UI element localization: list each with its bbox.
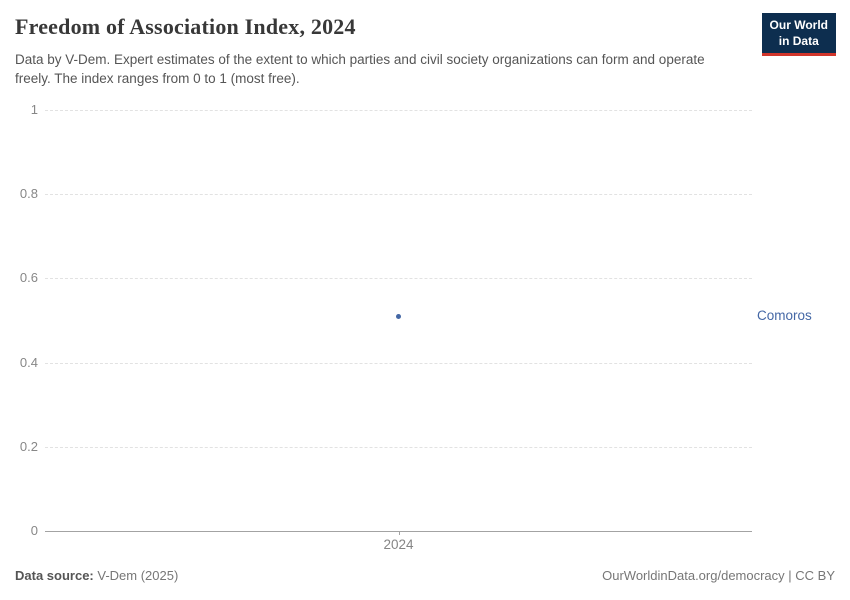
data-point-comoros[interactable] [396, 313, 401, 319]
y-axis-tick-label: 0 [30, 523, 38, 538]
entity-label-comoros[interactable]: Comoros [757, 308, 812, 324]
gridline-0.2 [45, 446, 752, 448]
page-title: Freedom of Association Index, 2024 [15, 14, 356, 39]
y-axis-tick-label: 0.4 [19, 354, 38, 370]
y-axis-tick-label: 0.6 [19, 270, 38, 286]
gridline-0.8 [45, 194, 752, 196]
y-axis-tick-label: 1 [30, 102, 38, 117]
y-axis-tick-label: 0.8 [19, 186, 38, 202]
y-axis: 0 0.2 0.4 0.6 0.8 1 [0, 102, 38, 538]
footer-source-label: Data source: [15, 568, 94, 583]
footer-source-value: V-Dem (2025) [97, 568, 179, 583]
chart-footer: Data source: V-Dem (2025) OurWorldinData… [15, 568, 835, 583]
owid-logo[interactable]: Our World in Data [761, 13, 836, 57]
footer-license-link[interactable]: OurWorldinData.org/democracy | CC BY [602, 568, 835, 583]
plot-area: 2024 [45, 110, 752, 552]
x-axis-tick [398, 531, 400, 535]
y-axis-tick-label: 0.2 [19, 438, 38, 454]
x-axis-tick-label: 2024 [383, 537, 414, 552]
footer-source: Data source: V-Dem (2025) [15, 568, 178, 583]
gridline-1 [45, 110, 752, 111]
chart-subtitle: Data by V-Dem. Expert estimates of the e… [15, 52, 705, 86]
owid-logo-line1: Our World [769, 18, 828, 32]
owid-logo-line2: in Data [778, 33, 819, 48]
gridline-0.4 [45, 362, 752, 364]
gridline-0.6 [45, 278, 752, 280]
